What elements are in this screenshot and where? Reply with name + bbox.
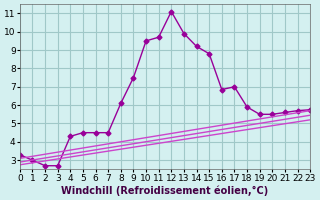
X-axis label: Windchill (Refroidissement éolien,°C): Windchill (Refroidissement éolien,°C)	[61, 185, 268, 196]
